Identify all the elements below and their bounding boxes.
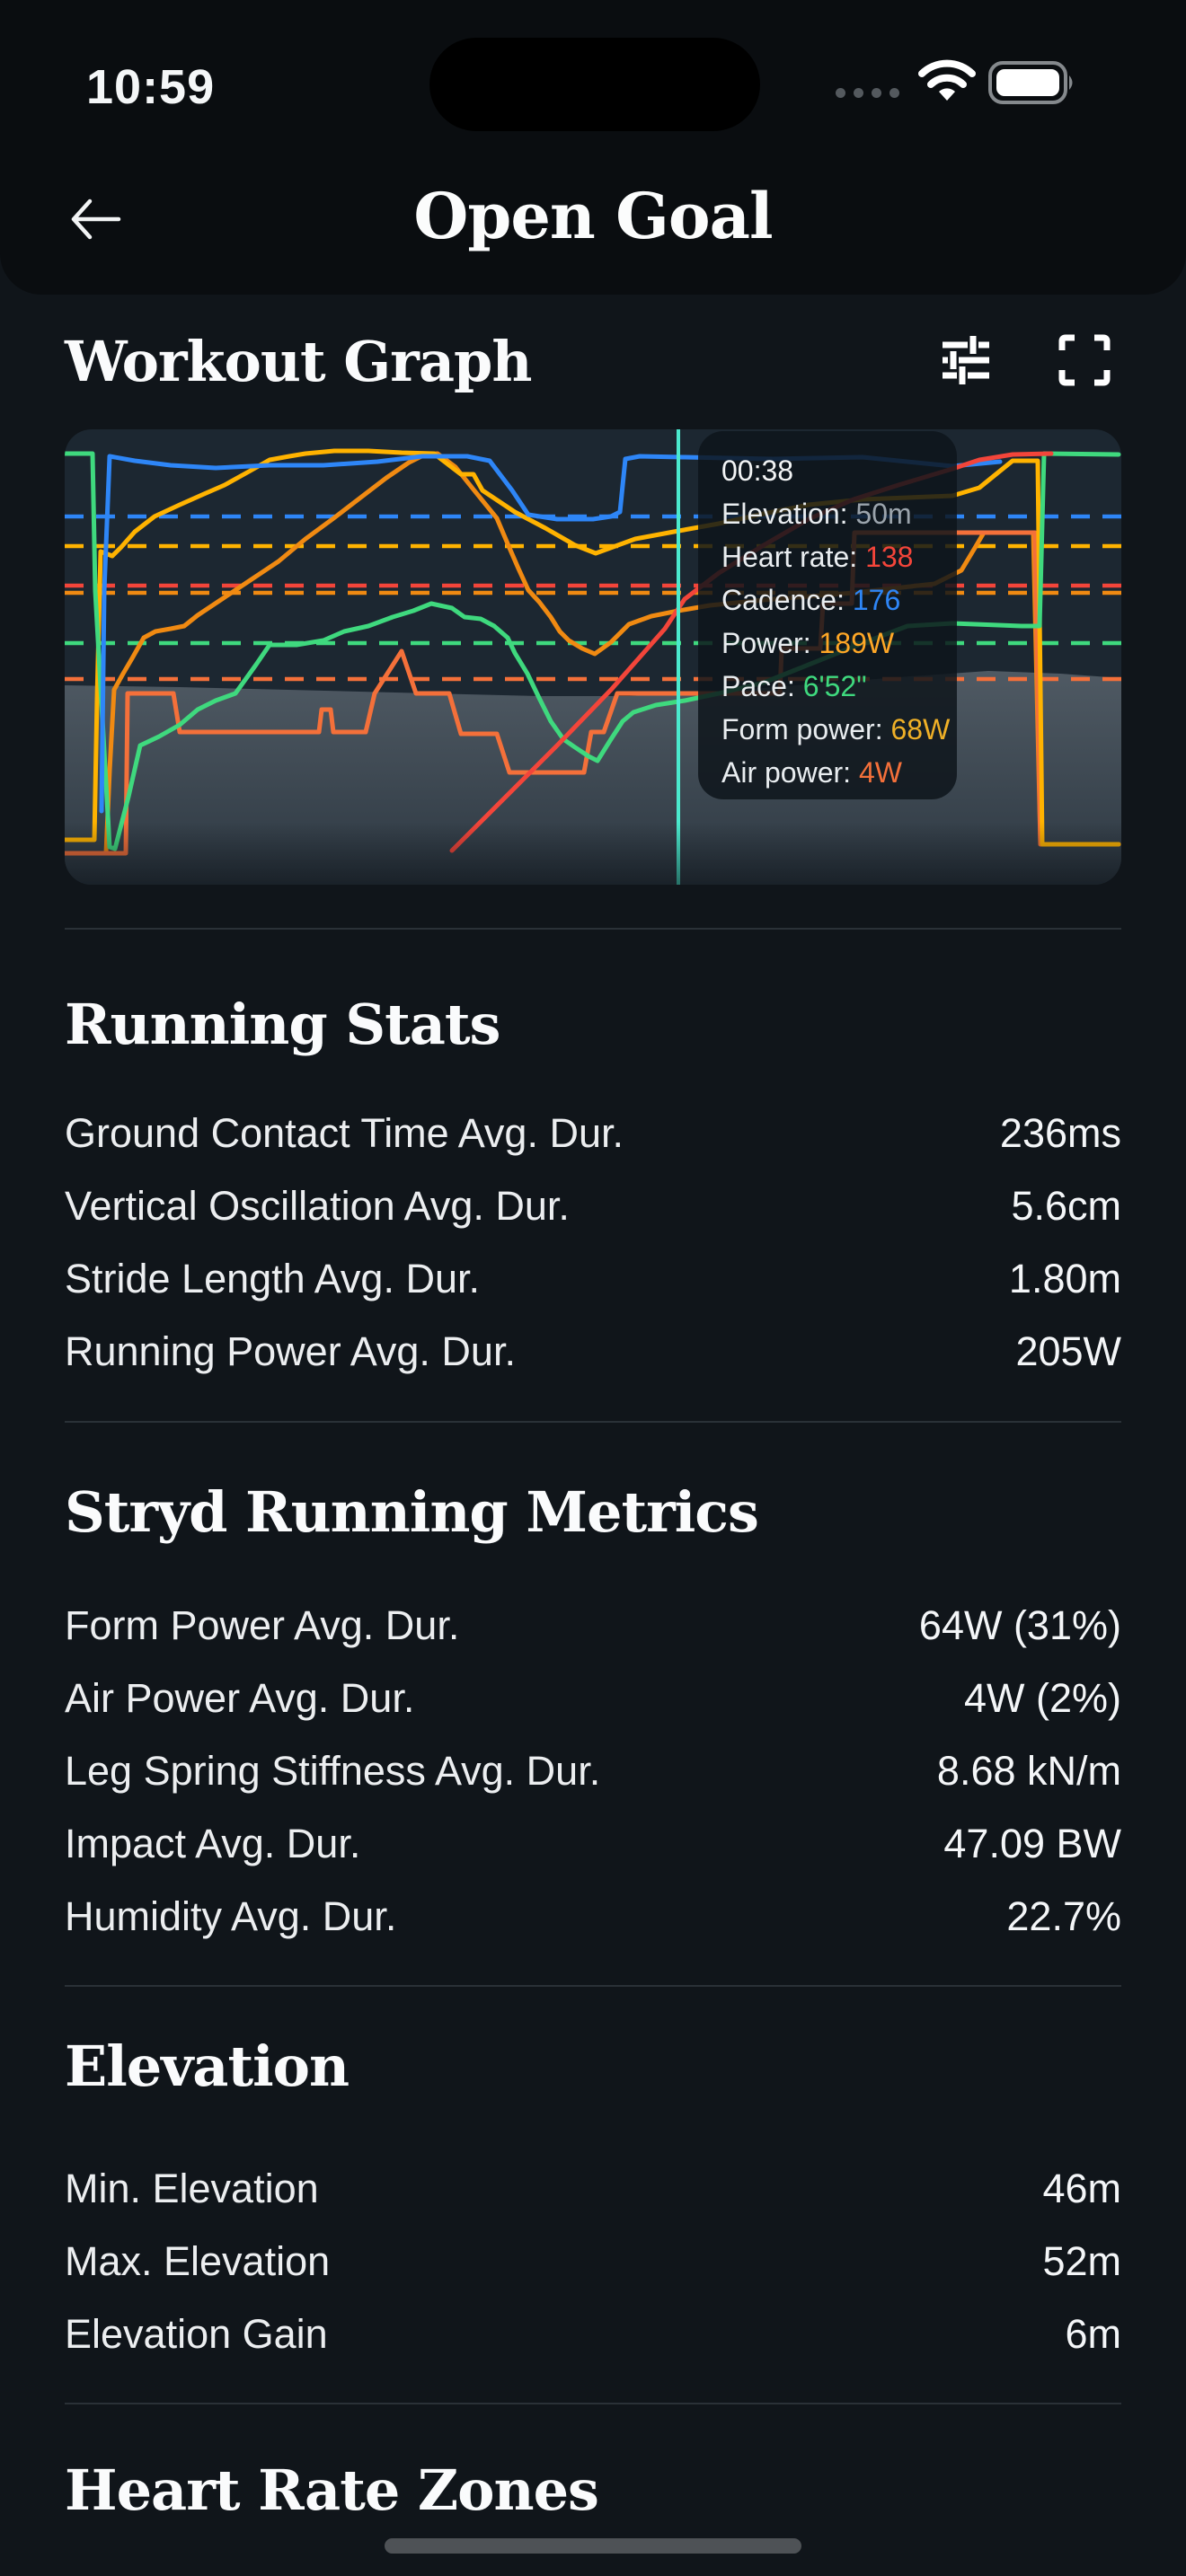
stryd-metrics-heading: Stryd Running Metrics bbox=[65, 1479, 759, 1545]
elevation-rows: Min. Elevation 46m Max. Elevation 52m Elevat… bbox=[65, 2152, 1121, 2370]
dynamic-island bbox=[429, 38, 760, 131]
stat-row: Min. Elevation 46m bbox=[65, 2152, 1121, 2225]
stat-value: 22.7% bbox=[1006, 1892, 1121, 1939]
stat-row: Leg Spring Stiffness Avg. Dur. 8.68 kN/m bbox=[65, 1734, 1121, 1807]
cellular-signal-dots-icon bbox=[836, 88, 899, 98]
stat-label: Max. Elevation bbox=[65, 2237, 331, 2284]
stat-value: 6m bbox=[1065, 2310, 1121, 2357]
status-time: 10:59 bbox=[86, 60, 216, 114]
tooltip-row: Cadence: 176 bbox=[721, 584, 901, 616]
stat-row: Air Power Avg. Dur. 4W (2%) bbox=[65, 1662, 1121, 1734]
stat-value: 8.68 kN/m bbox=[936, 1747, 1121, 1794]
tooltip-row: Form power: 68W bbox=[721, 713, 951, 745]
chart-tooltip: 00:38 Elevation: 50m Heart rate: 138 Caden… bbox=[698, 431, 957, 799]
page-title: Open Goal bbox=[413, 179, 773, 253]
stryd-metrics-rows: Form Power Avg. Dur. 64W (31%) Air Power A… bbox=[65, 1589, 1121, 1953]
divider bbox=[65, 1421, 1121, 1423]
stat-label: Form Power Avg. Dur. bbox=[65, 1601, 460, 1648]
tooltip-row: Heart rate: 138 bbox=[721, 541, 914, 573]
elevation-heading: Elevation bbox=[65, 2033, 350, 2099]
heart-rate-zones-heading: Heart Rate Zones bbox=[65, 2457, 599, 2523]
back-button[interactable] bbox=[66, 194, 124, 244]
stat-label: Running Power Avg. Dur. bbox=[65, 1328, 516, 1374]
stat-label: Air Power Avg. Dur. bbox=[65, 1674, 415, 1721]
stat-row: Form Power Avg. Dur. 64W (31%) bbox=[65, 1589, 1121, 1662]
divider bbox=[65, 1985, 1121, 1987]
stat-label: Ground Contact Time Avg. Dur. bbox=[65, 1109, 624, 1156]
header-card: 10:59 Open Goal bbox=[0, 0, 1186, 295]
workout-chart-svg[interactable] bbox=[65, 429, 1121, 885]
stat-value: 64W (31%) bbox=[918, 1601, 1121, 1648]
stat-row: Vertical Oscillation Avg. Dur. 5.6cm bbox=[65, 1169, 1121, 1242]
stat-row: Humidity Avg. Dur. 22.7% bbox=[65, 1880, 1121, 1953]
stat-label: Impact Avg. Dur. bbox=[65, 1820, 361, 1866]
stat-label: Elevation Gain bbox=[65, 2310, 328, 2357]
stat-value: 4W (2%) bbox=[963, 1674, 1121, 1721]
stat-label: Stride Length Avg. Dur. bbox=[65, 1255, 480, 1301]
tooltip-row: Elevation: 50m bbox=[721, 498, 912, 530]
stat-row: Ground Contact Time Avg. Dur. 236ms bbox=[65, 1097, 1121, 1169]
divider bbox=[65, 928, 1121, 930]
wifi-icon bbox=[918, 59, 976, 107]
workout-graph-heading: Workout Graph bbox=[65, 329, 532, 394]
home-indicator[interactable] bbox=[385, 2538, 801, 2554]
stat-row: Running Power Avg. Dur. 205W bbox=[65, 1315, 1121, 1388]
battery-full-icon bbox=[988, 61, 1078, 109]
tooltip-time: 00:38 bbox=[721, 454, 794, 487]
stat-value: 47.09 BW bbox=[943, 1820, 1121, 1866]
divider bbox=[65, 2403, 1121, 2404]
stat-label: Humidity Avg. Dur. bbox=[65, 1892, 397, 1939]
stat-value: 46m bbox=[1042, 2165, 1121, 2211]
stat-row: Elevation Gain 6m bbox=[65, 2298, 1121, 2370]
tooltip-row: Power: 189W bbox=[721, 627, 895, 659]
stat-value: 236ms bbox=[999, 1109, 1121, 1156]
stat-row: Impact Avg. Dur. 47.09 BW bbox=[65, 1807, 1121, 1880]
tune-sliders-icon[interactable] bbox=[940, 334, 992, 386]
stat-row: Max. Elevation 52m bbox=[65, 2225, 1121, 2298]
workout-chart[interactable]: 00:38 Elevation: 50m Heart rate: 138 Caden… bbox=[65, 429, 1121, 885]
tooltip-row: Pace: 6'52" bbox=[721, 670, 867, 702]
stat-label: Leg Spring Stiffness Avg. Dur. bbox=[65, 1747, 601, 1794]
running-stats-heading: Running Stats bbox=[65, 992, 500, 1057]
stat-label: Vertical Oscillation Avg. Dur. bbox=[65, 1182, 570, 1229]
stat-label: Min. Elevation bbox=[65, 2165, 319, 2211]
running-stats-rows: Ground Contact Time Avg. Dur. 236ms Vertic… bbox=[65, 1097, 1121, 1388]
stat-row: Stride Length Avg. Dur. 1.80m bbox=[65, 1242, 1121, 1315]
stat-value: 52m bbox=[1042, 2237, 1121, 2284]
tooltip-row: Air power: 4W bbox=[721, 756, 902, 789]
stat-value: 205W bbox=[1015, 1328, 1121, 1374]
stat-value: 1.80m bbox=[1008, 1255, 1121, 1301]
fullscreen-icon[interactable] bbox=[1058, 334, 1111, 386]
tooltip-rows: Elevation: 50m Heart rate: 138 Cadence: 17… bbox=[721, 492, 957, 794]
stat-value: 5.6cm bbox=[1011, 1182, 1121, 1229]
series-cadence bbox=[99, 454, 1003, 814]
